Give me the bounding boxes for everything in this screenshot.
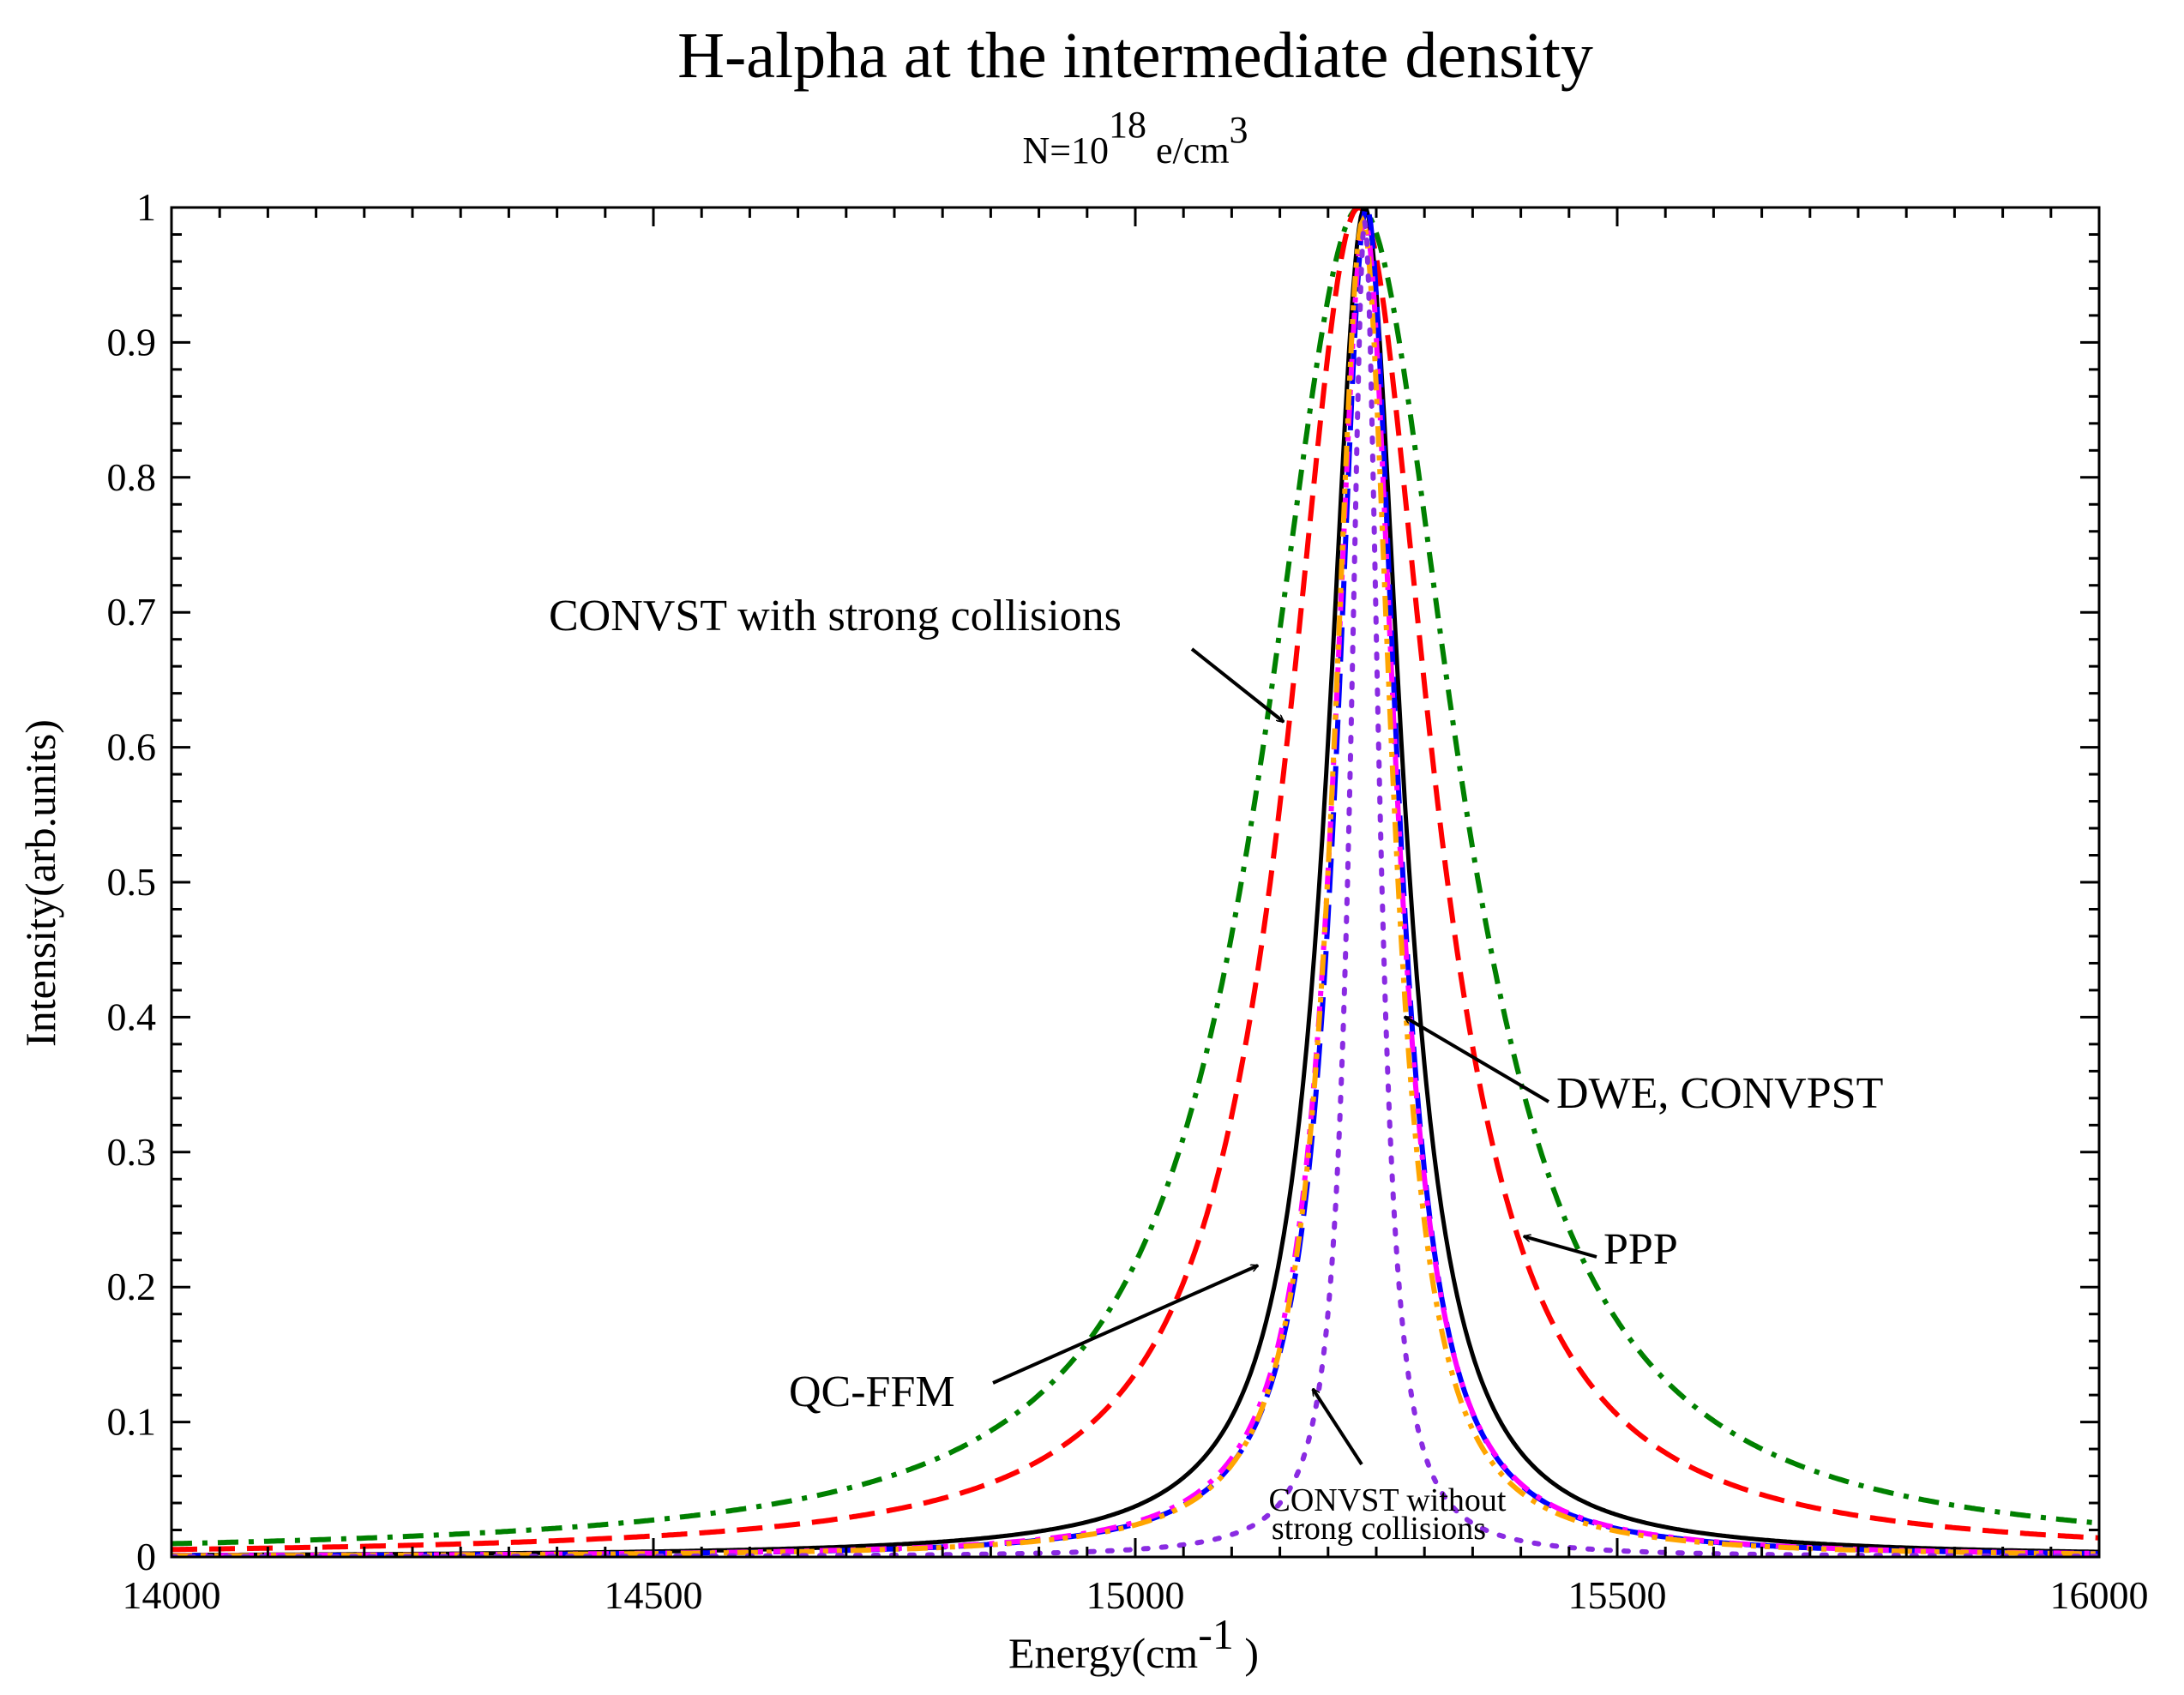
y-tick-label: 0.4: [107, 995, 157, 1038]
y-tick-label: 0.1: [107, 1400, 157, 1444]
chart-subtitle: N=1018 e/cm3: [1022, 104, 1248, 171]
y-axis-label: Intensity(arb.units): [16, 719, 64, 1047]
annotation-convst-without-line2: strong collisions: [1272, 1511, 1486, 1547]
tick-layer: [170, 206, 2101, 1559]
y-tick-label: 0.7: [107, 590, 157, 634]
annotation-ppp: PPP: [1603, 1225, 1678, 1274]
x-tick-label: 14500: [605, 1573, 703, 1617]
subtitle-exponent: 18: [1109, 104, 1146, 146]
y-tick-label: 0.6: [107, 725, 157, 769]
y-tick-label: 0.9: [107, 320, 157, 364]
plot-frame: [170, 206, 2101, 1559]
y-tick-label: 1: [136, 185, 156, 229]
x-axis-label-close: ): [1234, 1629, 1259, 1677]
y-tick-label: 0: [136, 1535, 156, 1578]
x-tick-label: 15500: [1568, 1573, 1667, 1617]
annotation-arrow-ppp: [1524, 1236, 1597, 1259]
series-layer: [171, 207, 2099, 1557]
annotation-arrow-qc-ffm: [992, 1264, 1258, 1385]
annotation-dwe-convpst: DWE, CONVPST: [1556, 1069, 1883, 1118]
subtitle-suffix: e/cm: [1146, 129, 1230, 171]
x-tick-labels: 14000 14500 15000 15500 16000: [123, 1573, 2149, 1617]
series-line-convpst: [171, 215, 2099, 1557]
annotations: CONVST with strong collisions DWE, CONVP…: [549, 592, 1883, 1547]
series-line-qc-ffm: [171, 207, 2099, 1557]
x-axis-label: Energy(cm-1 ): [1008, 1610, 1259, 1677]
annotation-qc-ffm: QC-FFM: [789, 1367, 955, 1416]
y-tick-label: 0.8: [107, 455, 157, 499]
annotation-arrow-dwe-convpst: [1405, 1015, 1550, 1103]
series-line-ppp: [171, 207, 2099, 1553]
series-line-orange: [171, 214, 2099, 1557]
y-tick-label: 0.2: [107, 1265, 157, 1308]
series-line-convst-with-strong-collisions: [171, 207, 2099, 1547]
x-tick-label: 15000: [1086, 1573, 1185, 1617]
subtitle-suffix-exponent: 3: [1230, 109, 1248, 151]
annotation-convst-without-line1: CONVST without: [1269, 1482, 1507, 1518]
y-tick-label: 0.3: [107, 1130, 157, 1174]
x-tick-label: 16000: [2050, 1573, 2149, 1617]
annotation-convst-strong: CONVST with strong collisions: [549, 592, 1122, 640]
annotation-arrow-convst-without: [1311, 1389, 1363, 1466]
x-axis-label-exponent: -1: [1198, 1610, 1234, 1658]
subtitle-prefix: N=10: [1022, 129, 1109, 171]
chart-title: H-alpha at the intermediate density: [677, 20, 1593, 92]
x-axis-label-text: Energy(cm: [1008, 1629, 1198, 1677]
series-line-dwe: [171, 207, 2099, 1557]
series-line-convst-without-strong-collisions: [171, 220, 2099, 1557]
y-tick-labels: 0 0.1 0.2 0.3 0.4 0.5 0.6 0.7 0.8 0.9 1: [107, 185, 157, 1578]
y-tick-label: 0.5: [107, 860, 157, 904]
annotation-arrow-convst-strong: [1190, 647, 1284, 724]
x-tick-label: 14000: [123, 1573, 221, 1617]
